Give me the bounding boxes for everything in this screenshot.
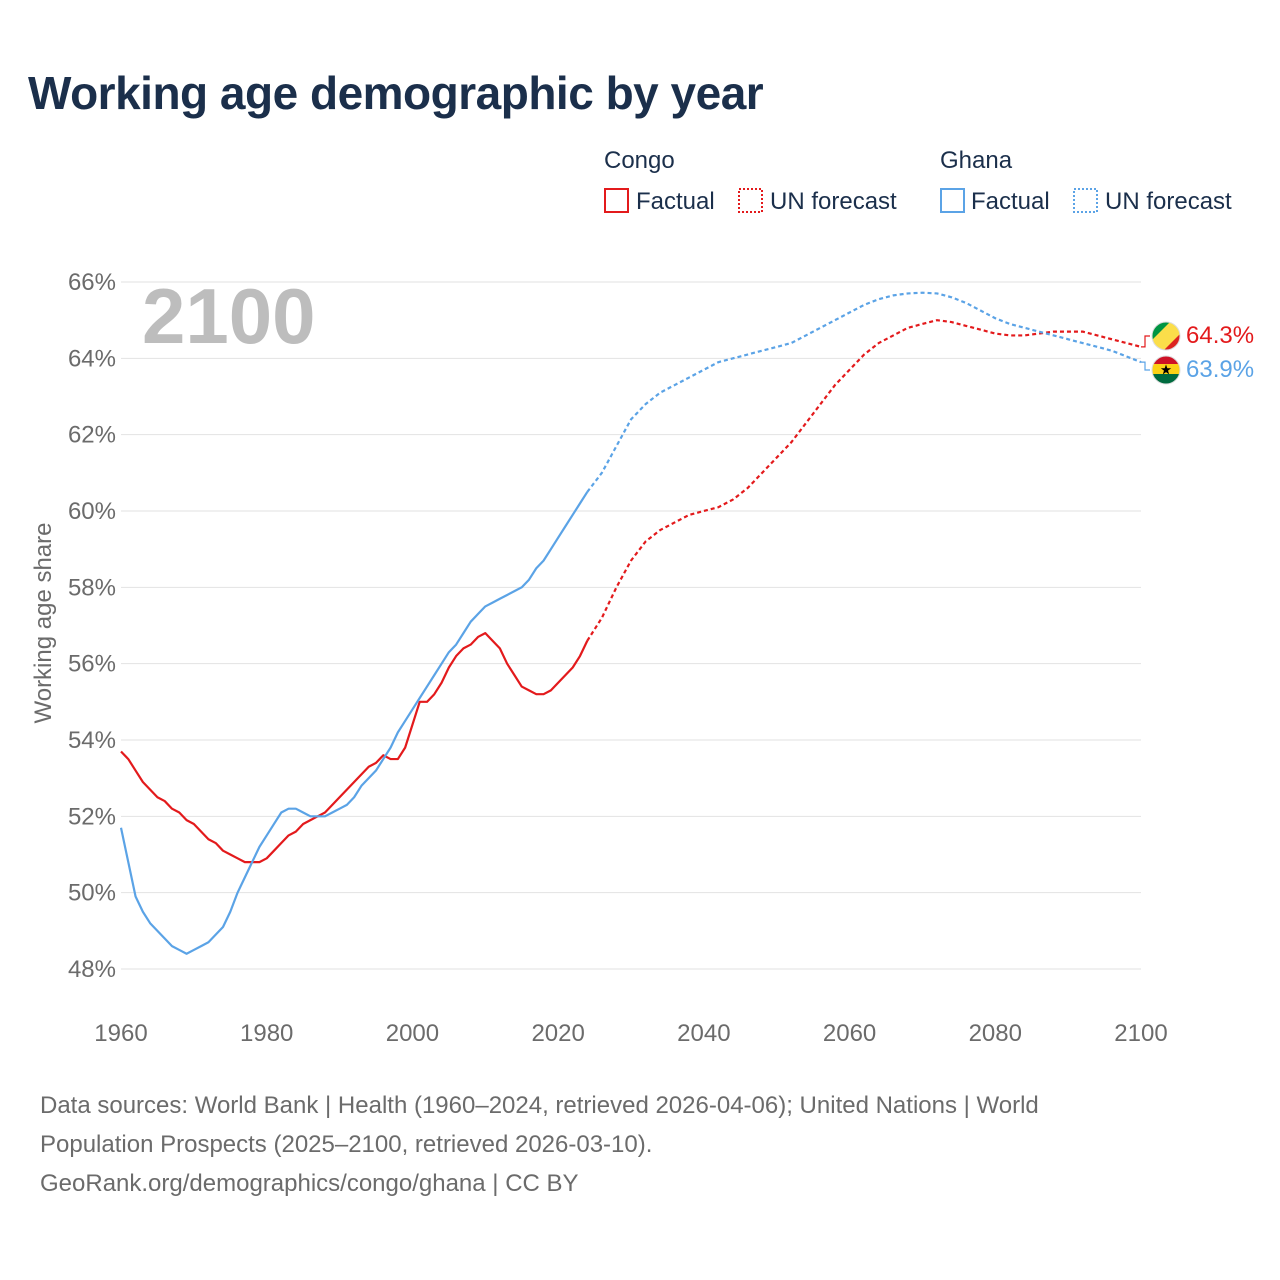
- congo-end-value: 64.3%: [1186, 322, 1254, 349]
- y-tick-label: 50%: [68, 880, 116, 907]
- legend: Congo Factual UN forecast Ghana Factual …: [604, 147, 1232, 215]
- chart-title: Working age demographic by year: [28, 67, 764, 119]
- series-line-congo-forecast: [586, 319, 1142, 642]
- legend-swatch-congo-factual: [604, 188, 629, 213]
- y-tick-label: 52%: [68, 803, 116, 830]
- legend-swatch-ghana-factual: [940, 188, 965, 213]
- series-line-congo-factual: [120, 632, 589, 864]
- ghana-end-value: 63.9%: [1186, 356, 1254, 383]
- x-tick-label: 2020: [531, 1020, 584, 1047]
- legend-label-ghana-forecast: UN forecast: [1105, 188, 1232, 215]
- ghana-flag-icon: [1152, 356, 1180, 384]
- footer-line-3: GeoRank.org/demographics/congo/ghana | C…: [40, 1170, 579, 1197]
- congo-label-connector: [1141, 335, 1150, 348]
- year-watermark: 2100: [142, 272, 316, 360]
- x-tick-label: 2080: [969, 1020, 1022, 1047]
- y-axis-label: Working age share: [30, 523, 57, 724]
- legend-swatch-ghana-forecast: [1073, 188, 1098, 213]
- y-tick-label: 62%: [68, 422, 116, 449]
- series-lines: [119, 291, 1142, 955]
- y-tick-label: 64%: [68, 345, 116, 372]
- x-tick-label: 1980: [240, 1020, 293, 1047]
- x-tick-label: 1960: [94, 1020, 147, 1047]
- y-tick-label: 56%: [68, 651, 116, 678]
- x-tick-label: 2040: [677, 1020, 730, 1047]
- end-labels: 64.3% 63.9%: [1141, 321, 1254, 385]
- legend-swatch-congo-forecast: [738, 188, 763, 213]
- footer-line-1: Data sources: World Bank | Health (1960–…: [40, 1092, 1039, 1119]
- footer-line-2: Population Prospects (2025–2100, retriev…: [40, 1131, 653, 1158]
- y-tick-label: 48%: [68, 956, 116, 983]
- series-line-ghana-forecast: [586, 291, 1142, 493]
- y-tick-label: 60%: [68, 498, 116, 525]
- series-line-ghana-factual: [119, 491, 589, 955]
- ghana-label-connector: [1141, 361, 1150, 371]
- y-tick-label: 66%: [68, 269, 116, 296]
- x-tick-label: 2000: [386, 1020, 439, 1047]
- gridlines: [121, 281, 1141, 970]
- y-tick-label: 54%: [68, 727, 116, 754]
- legend-label-congo-forecast: UN forecast: [770, 188, 897, 215]
- legend-label-ghana-factual: Factual: [971, 188, 1050, 215]
- legend-label-congo-factual: Factual: [636, 188, 715, 215]
- x-axis-ticks: 1960 1980 2000 2020 2040 2060 2080 2100: [94, 1020, 1167, 1047]
- x-tick-label: 2100: [1114, 1020, 1167, 1047]
- line-chart: Congo Factual UN forecast Ghana Factual …: [30, 147, 1254, 1047]
- legend-group-congo: Congo: [604, 147, 675, 174]
- footer-sources: Data sources: World Bank | Health (1960–…: [40, 1086, 1240, 1203]
- y-axis-ticks: 48% 50% 52% 54% 56% 58% 60% 62% 64% 66%: [68, 269, 116, 983]
- x-tick-label: 2060: [823, 1020, 876, 1047]
- y-tick-label: 58%: [68, 574, 116, 601]
- legend-group-ghana: Ghana: [940, 147, 1013, 174]
